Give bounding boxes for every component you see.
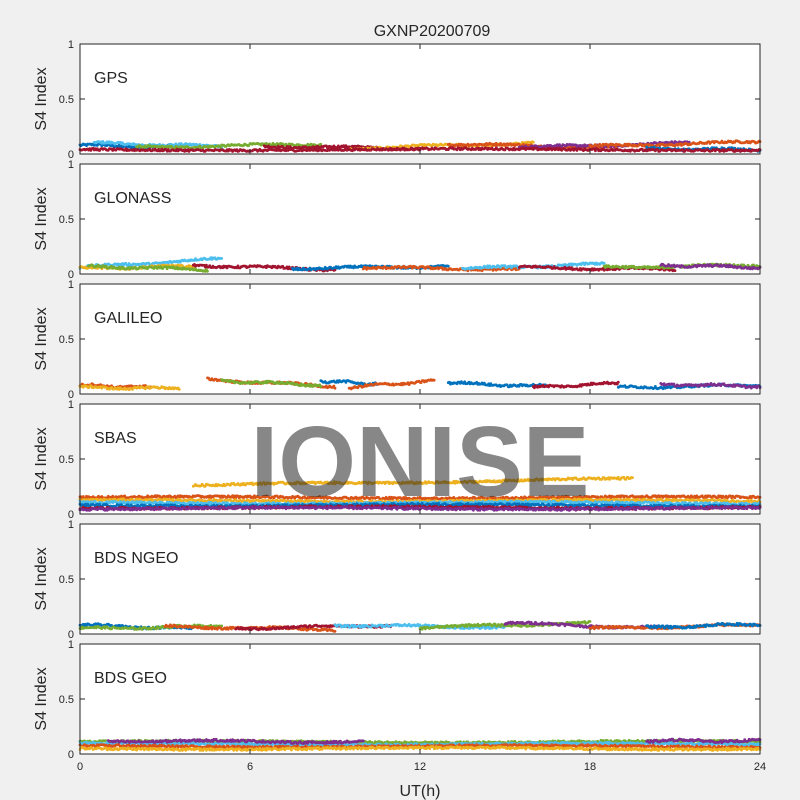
y-tick-label: 0.5 xyxy=(59,214,74,226)
data-point xyxy=(319,142,323,146)
data-point xyxy=(531,140,535,144)
plot-area-galileo xyxy=(79,283,761,395)
data-point xyxy=(319,385,323,388)
data-point xyxy=(177,388,181,391)
series-track-gps-2 xyxy=(135,141,323,150)
y-axis-label: S4 Index xyxy=(33,307,50,370)
y-tick-label: 0.5 xyxy=(59,334,74,346)
data-point xyxy=(446,264,450,268)
panel-label-galileo: GALILEO xyxy=(94,310,162,327)
y-axis-label: S4 Index xyxy=(33,67,50,130)
data-point xyxy=(602,261,606,265)
panel-label-gps: GPS xyxy=(94,70,128,87)
plot-area-glonass xyxy=(79,163,761,275)
y-tick-label: 1 xyxy=(68,279,74,291)
plot-area-gps xyxy=(79,43,761,155)
data-points-gps xyxy=(78,139,762,153)
data-point xyxy=(616,380,620,384)
figure-title: GXNP20200709 xyxy=(374,23,491,40)
data-point xyxy=(206,269,209,273)
data-point xyxy=(673,269,677,272)
panel-label-glonass: GLONASS xyxy=(94,190,171,207)
y-tick-label: 1 xyxy=(68,159,74,171)
y-tick-label: 1 xyxy=(68,39,74,51)
y-axis-label: S4 Index xyxy=(33,187,50,250)
data-point xyxy=(219,145,223,149)
y-tick-label: 0.5 xyxy=(59,94,74,106)
data-point xyxy=(220,257,224,260)
data-point xyxy=(333,386,337,390)
data-point xyxy=(432,378,436,382)
